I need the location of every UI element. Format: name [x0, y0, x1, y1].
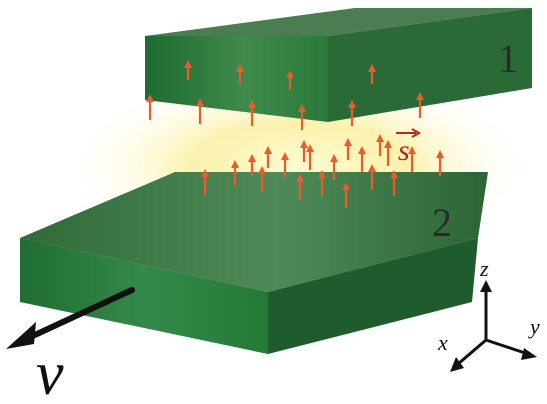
poynting-arrows	[146, 60, 444, 208]
field-arrow-head	[416, 92, 424, 100]
field-arrow-head	[384, 140, 392, 148]
field-arrow-head	[146, 94, 154, 102]
slab-1-label: 1	[498, 36, 518, 81]
field-arrow-head	[184, 60, 192, 68]
y-axis-label: y	[528, 314, 540, 339]
field-arrow-head	[248, 100, 256, 108]
field-arrow-head	[300, 140, 308, 148]
slab-1-top-face	[145, 8, 532, 36]
velocity-label: v	[36, 340, 64, 404]
field-arrow-head	[344, 138, 352, 146]
poynting-vector-label-group: s	[396, 128, 422, 167]
field-arrow-head	[264, 146, 272, 154]
field-arrow-head	[330, 154, 338, 162]
field-arrow-head	[296, 174, 304, 182]
velocity-arrow	[6, 287, 135, 349]
slab-2	[20, 172, 488, 354]
field-arrow-head	[390, 170, 398, 178]
x-axis-label: x	[437, 330, 448, 355]
x-axis	[457, 338, 487, 366]
slab-1-side-face	[328, 8, 532, 122]
field-arrow-head	[318, 170, 326, 178]
field-arrow-head	[236, 64, 244, 72]
coordinate-axes	[450, 280, 537, 372]
field-arrow-head	[231, 160, 239, 168]
z-axis-label: z	[479, 256, 489, 281]
field-arrow-head	[368, 64, 376, 72]
field-arrow-head	[196, 98, 204, 106]
slab-2-label: 2	[432, 200, 452, 245]
field-arrow-head	[408, 146, 416, 154]
field-arrow-head	[258, 166, 266, 174]
poynting-vector-overarrow-head	[411, 128, 422, 138]
field-arrow-head	[342, 182, 350, 190]
field-arrow-head	[286, 70, 294, 78]
poynting-vector-label: s	[398, 134, 410, 167]
slab-2-top-face	[20, 172, 488, 292]
field-arrow-head	[358, 146, 366, 154]
field-arrow-head	[376, 134, 384, 142]
field-arrow-head	[281, 152, 289, 160]
y-axis	[485, 338, 529, 356]
slab-2-front-face	[20, 238, 268, 354]
slab-1-front-face	[145, 36, 328, 122]
field-arrow-head	[306, 144, 314, 152]
field-arrow-head	[298, 104, 306, 112]
field-arrow-head	[201, 169, 209, 177]
slab-1	[145, 8, 532, 122]
field-arrow-head	[368, 164, 376, 172]
field-arrow-head	[436, 150, 444, 158]
field-arrow-head	[348, 100, 356, 108]
field-arrow-head	[248, 154, 256, 162]
slab-2-side-face	[268, 238, 478, 354]
